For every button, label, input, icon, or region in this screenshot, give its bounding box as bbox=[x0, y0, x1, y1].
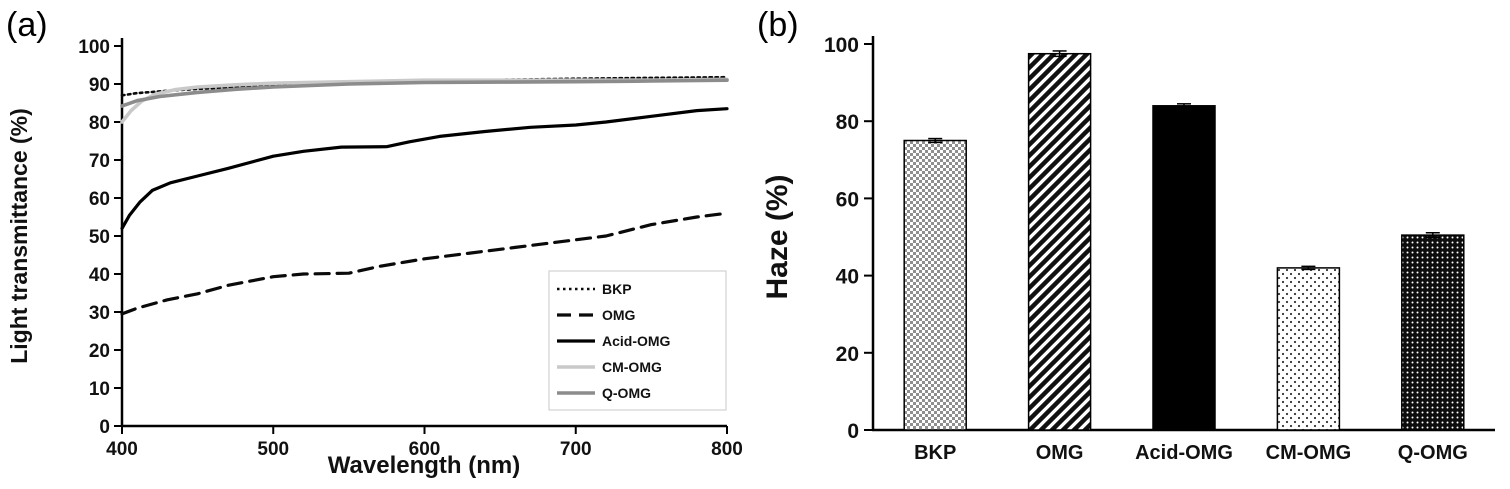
panel-b-label: (b) bbox=[757, 6, 799, 44]
series-line-OMG bbox=[120, 211, 729, 316]
y-tick-label: 0 bbox=[99, 417, 110, 438]
panel-a-label: (a) bbox=[6, 6, 48, 44]
legend: BKP OMG Acid-OMG CM-OMG Q-OMG bbox=[548, 270, 727, 411]
bar-BKP bbox=[903, 139, 967, 431]
y-tick-label: 80 bbox=[836, 111, 859, 134]
legend-label: OMG bbox=[602, 307, 636, 323]
y-axis-label-haze: Haze (%) bbox=[761, 174, 794, 299]
y-tick-label: 10 bbox=[89, 379, 110, 400]
bar-CM-OMG bbox=[1276, 267, 1341, 431]
legend-label: Acid-OMG bbox=[602, 333, 671, 349]
category-label: CM-OMG bbox=[1266, 442, 1352, 464]
legend-label: Q-OMG bbox=[602, 385, 651, 401]
bar-OMG bbox=[1027, 52, 1092, 431]
category-label: Acid-OMG bbox=[1135, 442, 1233, 464]
y-tick-label: 40 bbox=[836, 266, 859, 289]
series-line-CM-OMG bbox=[120, 77, 729, 124]
y-tick-label: 30 bbox=[89, 303, 110, 324]
y-tick-label: 100 bbox=[78, 37, 110, 58]
y-tick-label: 80 bbox=[89, 113, 110, 134]
category-label: BKP bbox=[914, 442, 956, 464]
y-tick-label: 40 bbox=[89, 265, 110, 286]
y-tick-label: 50 bbox=[89, 227, 110, 248]
y-tick-label: 20 bbox=[89, 341, 110, 362]
y-tick-label: 20 bbox=[836, 343, 859, 366]
category-label: OMG bbox=[1036, 442, 1084, 464]
y-tick-label: 60 bbox=[836, 188, 859, 211]
series-line-Acid-OMG bbox=[120, 107, 729, 230]
x-tick-label: 400 bbox=[106, 439, 138, 460]
bar-Acid-OMG bbox=[1152, 105, 1216, 431]
series-line-Q-OMG bbox=[120, 78, 729, 108]
x-tick-label: 700 bbox=[560, 439, 592, 460]
y-tick-label: 60 bbox=[89, 189, 110, 210]
x-tick-label: 600 bbox=[409, 439, 441, 460]
y-tick-label: 70 bbox=[89, 151, 110, 172]
line-chart-light-transmittance: (a) Light transmittance (%) Wavelength (… bbox=[6, 6, 743, 479]
bar-Q-OMG bbox=[1401, 234, 1465, 431]
x-tick-label: 500 bbox=[257, 439, 289, 460]
plot-area-a: 0 10 20 30 40 50 60 70 80 90 100 400 500 600 700 800 bbox=[78, 37, 743, 460]
legend-label: CM-OMG bbox=[602, 359, 662, 375]
x-axis-label-wavelength: Wavelength (nm) bbox=[328, 452, 520, 479]
y-tick-label: 100 bbox=[824, 34, 859, 57]
bar-chart-haze: (b) Haze (%) 0 20 40 60 80 100 BKP OMG Acid-OMG C… bbox=[757, 6, 1495, 464]
legend-label: BKP bbox=[602, 281, 632, 297]
y-tick-label: 90 bbox=[89, 75, 110, 96]
y-axis-label-transmittance: Light transmittance (%) bbox=[6, 108, 32, 364]
x-tick-label: 800 bbox=[711, 439, 743, 460]
plot-area-b: 0 20 40 60 80 100 BKP OMG Acid-OMG CM-OMG Q-OMG bbox=[824, 34, 1495, 464]
y-tick-label: 0 bbox=[847, 420, 859, 443]
category-label: Q-OMG bbox=[1398, 442, 1468, 464]
